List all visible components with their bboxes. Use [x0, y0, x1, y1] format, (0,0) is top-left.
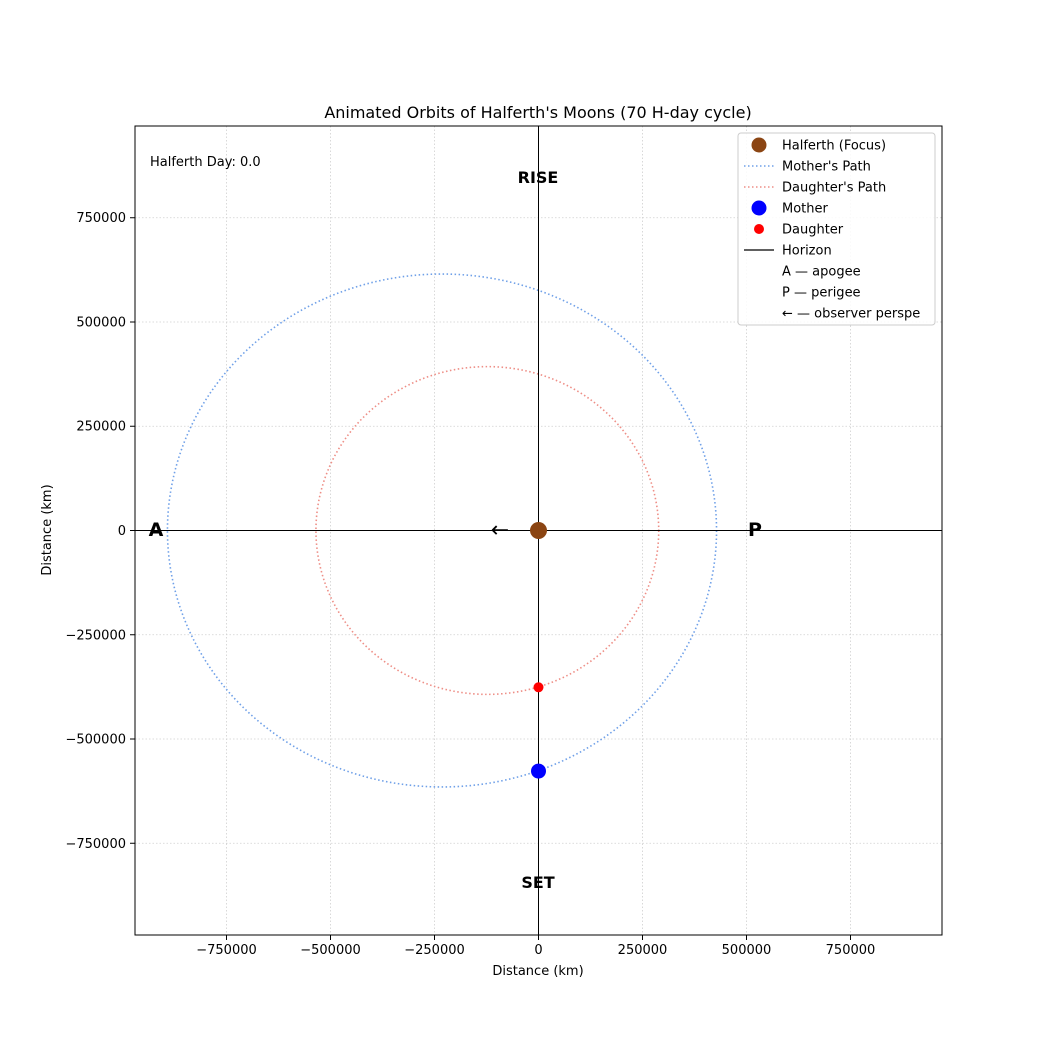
y-tick-label: 750000 — [76, 211, 126, 226]
x-tick-label: −500000 — [300, 943, 361, 958]
legend-label: A — apogee — [782, 265, 861, 280]
x-axis-ticks: −750000 −500000 −250000 0 250000 500000 750000 — [196, 935, 875, 958]
legend-label: P — perigee — [782, 286, 861, 301]
legend-label: Horizon — [782, 244, 832, 259]
apogee-label: A — [149, 519, 164, 541]
x-tick-label: 750000 — [826, 943, 876, 958]
y-axis-ticks: −750000 −500000 −250000 0 250000 500000 750000 — [65, 211, 135, 852]
x-tick-label: −750000 — [196, 943, 257, 958]
legend-marker — [751, 137, 767, 153]
x-tick-label: −250000 — [404, 943, 465, 958]
y-tick-label: 0 — [118, 524, 126, 539]
y-axis-label: Distance (km) — [40, 484, 55, 575]
observer-arrow-label: ← — [491, 518, 509, 543]
y-tick-label: 500000 — [76, 315, 126, 330]
x-tick-label: 250000 — [618, 943, 668, 958]
y-tick-label: −750000 — [65, 837, 126, 852]
y-tick-label: −250000 — [65, 628, 126, 643]
set-label: SET — [521, 873, 554, 892]
marker-daughter — [533, 682, 544, 693]
x-axis-label: Distance (km) — [492, 964, 583, 979]
x-tick-label: 500000 — [722, 943, 772, 958]
legend-box — [737, 132, 936, 326]
legend-label: Mother — [782, 202, 829, 217]
halferth-day-label: Halferth Day: 0.0 — [150, 155, 261, 170]
legend-label: Daughter — [782, 223, 844, 238]
x-tick-label: 0 — [534, 943, 542, 958]
y-tick-label: −500000 — [65, 733, 126, 748]
legend-label: ← — observer perspe — [782, 307, 920, 322]
rise-label: RISE — [518, 168, 559, 187]
legend-marker — [751, 200, 767, 216]
marker-mother — [531, 763, 546, 779]
legend: Halferth (Focus) Mother's Path Daughter's … — [737, 132, 936, 326]
legend-label: Daughter's Path — [782, 181, 886, 196]
moon-markers — [530, 522, 547, 779]
y-tick-label: 250000 — [76, 420, 126, 435]
legend-marker — [754, 224, 764, 234]
marker-halferth-focus — [530, 522, 547, 539]
chart-title: Animated Orbits of Halferth's Moons (70 … — [324, 103, 751, 122]
perigee-label: P — [748, 519, 762, 541]
legend-label: Halferth (Focus) — [782, 139, 886, 154]
legend-label: Mother's Path — [782, 160, 871, 175]
